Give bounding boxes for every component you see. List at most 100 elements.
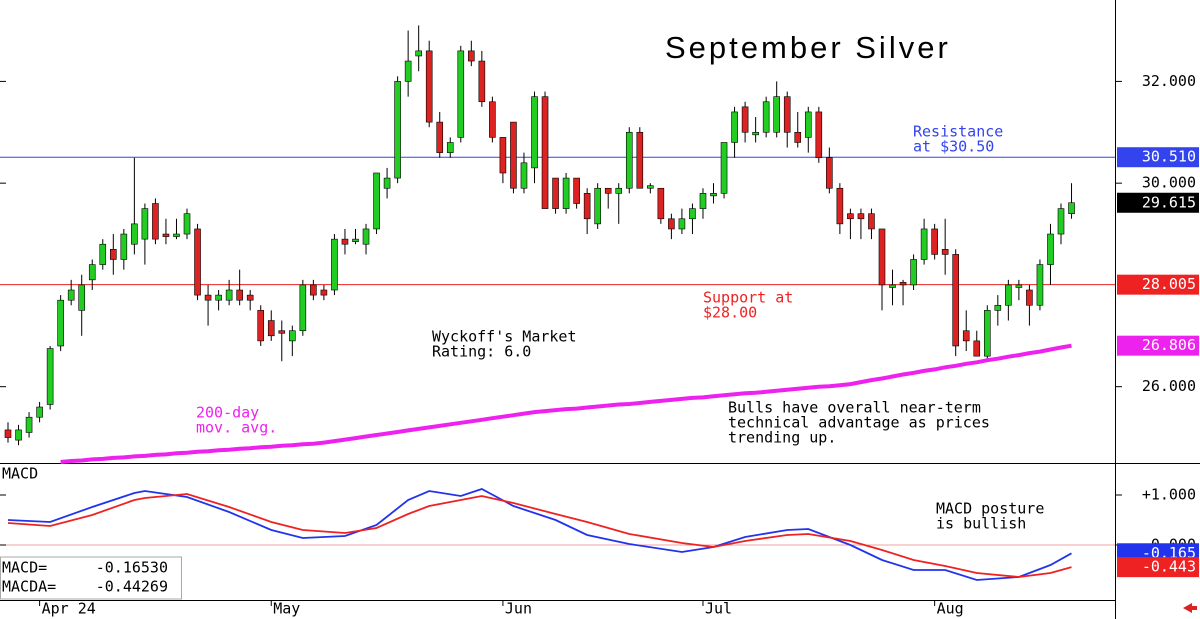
candle-body [657,187,665,220]
chart-title: September Silver [665,30,951,65]
candle-body [394,81,401,179]
candle-body [478,60,486,103]
candle-body [25,416,33,433]
x-tick-label: Apr 24 [42,600,96,618]
candle-body [783,96,791,133]
candle-body [625,131,633,189]
moving-average [60,343,1072,464]
candle-body [741,106,749,133]
candle-body [794,131,802,143]
candle-body [647,185,654,189]
readout-value: -0.44269 [96,578,168,596]
candle-body [204,294,212,301]
candle-body [762,101,770,133]
candle-body [678,218,686,230]
annotation: at $30.50 [913,138,994,156]
candle-body [457,50,465,138]
candle-body [804,111,812,138]
annotation: trending up. [728,429,836,447]
readout-name: MACD= [2,559,47,577]
value-box-label: 28.005 [1142,275,1196,293]
candle-body [499,137,507,174]
annotation: Wyckoff's Market [432,328,577,346]
candle-body [236,289,243,301]
candle-body [468,50,475,62]
value-box-label: 26.806 [1142,336,1196,354]
candle-body [310,284,317,296]
macd-line [7,488,1072,581]
candle-body [552,177,559,209]
candle-body [383,177,391,189]
candle-body [289,330,296,342]
candle-body [752,131,759,136]
candle-body [931,228,938,255]
value-box-label: 29.615 [1142,193,1196,211]
candle-body [699,193,707,209]
annotation: 200-day [196,404,259,422]
candle-body [446,142,454,153]
candle-body [141,208,149,240]
candle-body [952,254,960,347]
y-tick-label: 32.000 [1142,72,1196,90]
candle-body [267,320,275,337]
annotation: Rating: 6.0 [432,343,531,361]
candle-body [510,121,517,189]
candle-body [67,289,75,301]
annotation: mov. avg. [196,419,277,437]
candle-body [604,187,612,194]
candle-body [246,294,254,301]
candle-body [99,243,107,265]
candle-body [636,131,644,189]
candle-body [910,259,917,286]
candle-body [331,238,338,291]
candle-body [425,50,433,123]
candle-body [941,249,949,255]
value-box [1117,274,1199,295]
x-tick-label: Aug [937,600,964,618]
candle-body [878,228,886,286]
annotation: Bulls have overall near-term [728,399,981,417]
candle-body [278,330,286,334]
readout-value: -0.16530 [96,559,168,577]
annotation: Resistance [913,123,1003,141]
candle-body [36,406,43,418]
candle-body [194,228,201,296]
value-box [1117,192,1199,213]
candle-body [341,238,349,245]
candle-body [183,213,191,235]
candle-body [899,282,907,286]
candle-body [520,162,528,189]
candle-body [215,294,222,301]
candle-body [173,233,180,237]
candle-body [562,177,570,209]
candle-body [362,228,370,245]
candle-body [88,264,96,281]
value-box-label: -0.443 [1142,558,1196,576]
value-box [1117,335,1199,356]
x-tick-label: Jun [505,600,532,618]
candle-body [1015,284,1023,288]
candle-body [815,111,823,159]
value-box [1117,147,1199,168]
candle-body [415,50,422,57]
annotation: MACD posture [936,500,1044,518]
candle-body [710,193,717,197]
candle-body [120,233,128,260]
annotation: is bullish [936,515,1026,533]
candle-body [1057,208,1065,235]
candle-body [857,213,865,220]
candle-body [1026,289,1033,306]
x-tick-label: May [273,600,300,618]
candle-body [1068,202,1075,214]
value-box-label: 30.510 [1142,148,1196,166]
candle-body [352,238,359,242]
annotation: Support at [703,289,793,307]
candle-body [225,289,233,301]
candle-body [4,429,12,438]
candle-body [162,233,170,237]
candle-body [920,228,928,260]
candle-body [573,177,580,204]
candle-body [152,203,159,240]
candle-body [489,101,496,138]
